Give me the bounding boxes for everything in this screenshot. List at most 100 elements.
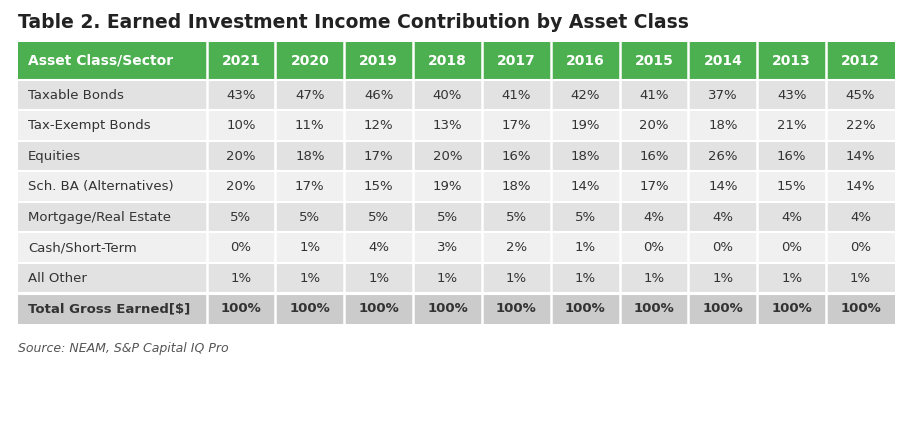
FancyBboxPatch shape [826, 294, 895, 324]
Text: 2017: 2017 [497, 54, 536, 68]
FancyBboxPatch shape [206, 232, 275, 263]
FancyBboxPatch shape [619, 110, 688, 141]
FancyBboxPatch shape [826, 202, 895, 232]
FancyBboxPatch shape [413, 232, 482, 263]
FancyBboxPatch shape [826, 232, 895, 263]
FancyBboxPatch shape [275, 110, 344, 141]
FancyBboxPatch shape [619, 202, 688, 232]
Text: 1%: 1% [850, 272, 871, 285]
Text: 41%: 41% [501, 89, 531, 102]
FancyBboxPatch shape [688, 294, 757, 324]
FancyBboxPatch shape [826, 141, 895, 172]
FancyBboxPatch shape [757, 42, 826, 80]
FancyBboxPatch shape [275, 141, 344, 172]
Text: 18%: 18% [295, 150, 324, 163]
FancyBboxPatch shape [18, 110, 206, 141]
Text: Source: NEAM, S&P Capital IQ Pro: Source: NEAM, S&P Capital IQ Pro [18, 342, 229, 355]
Text: 17%: 17% [295, 180, 325, 193]
FancyBboxPatch shape [757, 141, 826, 172]
FancyBboxPatch shape [619, 42, 688, 80]
Text: 100%: 100% [703, 302, 744, 315]
FancyBboxPatch shape [206, 202, 275, 232]
Text: 1%: 1% [300, 241, 321, 254]
Text: Table 2. Earned Investment Income Contribution by Asset Class: Table 2. Earned Investment Income Contri… [18, 13, 689, 32]
FancyBboxPatch shape [551, 232, 619, 263]
FancyBboxPatch shape [826, 80, 895, 110]
FancyBboxPatch shape [688, 141, 757, 172]
Text: 1%: 1% [437, 272, 458, 285]
Text: 2013: 2013 [773, 54, 811, 68]
Text: 2%: 2% [506, 241, 527, 254]
FancyBboxPatch shape [551, 141, 619, 172]
FancyBboxPatch shape [757, 263, 826, 294]
FancyBboxPatch shape [206, 263, 275, 294]
Text: All Other: All Other [28, 272, 87, 285]
FancyBboxPatch shape [757, 172, 826, 202]
FancyBboxPatch shape [551, 172, 619, 202]
Text: 46%: 46% [364, 89, 393, 102]
FancyBboxPatch shape [206, 80, 275, 110]
Text: 100%: 100% [634, 302, 675, 315]
Text: 37%: 37% [708, 89, 737, 102]
FancyBboxPatch shape [18, 263, 206, 294]
FancyBboxPatch shape [344, 141, 413, 172]
FancyBboxPatch shape [206, 172, 275, 202]
Text: 2020: 2020 [291, 54, 330, 68]
FancyBboxPatch shape [757, 294, 826, 324]
Text: 16%: 16% [501, 150, 531, 163]
FancyBboxPatch shape [482, 172, 551, 202]
Text: 10%: 10% [226, 119, 256, 132]
Text: 43%: 43% [777, 89, 806, 102]
FancyBboxPatch shape [18, 172, 206, 202]
FancyBboxPatch shape [619, 263, 688, 294]
Text: Cash/Short-Term: Cash/Short-Term [28, 241, 137, 254]
FancyBboxPatch shape [551, 80, 619, 110]
Text: 22%: 22% [845, 119, 875, 132]
Text: 2016: 2016 [566, 54, 605, 68]
Text: 4%: 4% [713, 211, 734, 224]
Text: 4%: 4% [644, 211, 665, 224]
FancyBboxPatch shape [688, 202, 757, 232]
Text: Mortgage/Real Estate: Mortgage/Real Estate [28, 211, 171, 224]
Text: 5%: 5% [300, 211, 321, 224]
FancyBboxPatch shape [619, 232, 688, 263]
Text: 16%: 16% [639, 150, 669, 163]
FancyBboxPatch shape [413, 172, 482, 202]
FancyBboxPatch shape [18, 202, 206, 232]
FancyBboxPatch shape [826, 263, 895, 294]
FancyBboxPatch shape [482, 294, 551, 324]
Text: 5%: 5% [506, 211, 527, 224]
FancyBboxPatch shape [18, 232, 206, 263]
Text: 5%: 5% [368, 211, 390, 224]
FancyBboxPatch shape [344, 294, 413, 324]
FancyBboxPatch shape [413, 202, 482, 232]
Text: 1%: 1% [713, 272, 734, 285]
FancyBboxPatch shape [18, 80, 206, 110]
Text: 100%: 100% [496, 302, 537, 315]
Text: 12%: 12% [364, 119, 393, 132]
FancyBboxPatch shape [413, 42, 482, 80]
Text: 17%: 17% [639, 180, 669, 193]
Text: 1%: 1% [231, 272, 252, 285]
FancyBboxPatch shape [275, 232, 344, 263]
Text: Total Gross Earned[$]: Total Gross Earned[$] [28, 302, 191, 315]
FancyBboxPatch shape [413, 294, 482, 324]
FancyBboxPatch shape [551, 110, 619, 141]
Text: 19%: 19% [433, 180, 462, 193]
Text: 1%: 1% [575, 241, 596, 254]
Text: 13%: 13% [433, 119, 462, 132]
Text: 15%: 15% [777, 180, 806, 193]
FancyBboxPatch shape [275, 263, 344, 294]
Text: 2019: 2019 [360, 54, 398, 68]
Text: 18%: 18% [708, 119, 737, 132]
FancyBboxPatch shape [413, 110, 482, 141]
Text: 43%: 43% [226, 89, 256, 102]
Text: 1%: 1% [368, 272, 390, 285]
Text: 2021: 2021 [222, 54, 261, 68]
Text: 18%: 18% [570, 150, 600, 163]
FancyBboxPatch shape [688, 172, 757, 202]
FancyBboxPatch shape [482, 141, 551, 172]
FancyBboxPatch shape [551, 42, 619, 80]
Text: Sch. BA (Alternatives): Sch. BA (Alternatives) [28, 180, 173, 193]
Text: 0%: 0% [713, 241, 734, 254]
